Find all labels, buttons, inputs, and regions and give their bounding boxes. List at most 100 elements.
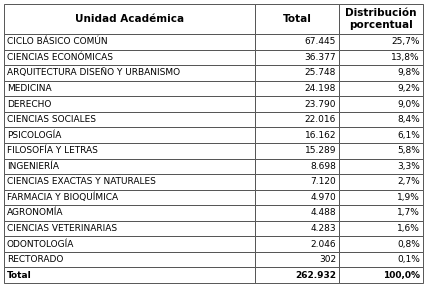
Bar [255, 143, 338, 158]
Bar [4, 96, 255, 112]
Text: Total: Total [282, 14, 311, 24]
Bar [338, 34, 422, 50]
Bar [338, 112, 422, 127]
Bar [255, 4, 338, 34]
Text: 8.698: 8.698 [310, 162, 335, 171]
Text: 22.016: 22.016 [304, 115, 335, 124]
Text: 8,4%: 8,4% [396, 115, 419, 124]
Text: 16.162: 16.162 [304, 131, 335, 140]
Text: 0,8%: 0,8% [396, 240, 419, 249]
Bar [338, 50, 422, 65]
Bar [4, 112, 255, 127]
Text: Unidad Académica: Unidad Académica [75, 14, 184, 24]
Text: CIENCIAS ECONÓMICAS: CIENCIAS ECONÓMICAS [7, 53, 113, 62]
Bar [338, 81, 422, 96]
Bar [4, 174, 255, 190]
Text: 9,8%: 9,8% [396, 68, 419, 77]
Text: 1,7%: 1,7% [396, 208, 419, 218]
Bar [4, 127, 255, 143]
Bar [338, 190, 422, 205]
Text: 1,9%: 1,9% [396, 193, 419, 202]
Bar [255, 252, 338, 267]
Text: PSICOLOGÍA: PSICOLOGÍA [7, 131, 61, 140]
Bar [255, 96, 338, 112]
Text: 25.748: 25.748 [304, 68, 335, 77]
Bar [338, 267, 422, 283]
Bar [255, 81, 338, 96]
Text: FARMACIA Y BIOQUÍMICA: FARMACIA Y BIOQUÍMICA [7, 193, 118, 202]
Bar [255, 112, 338, 127]
Text: Distribución
porcentual: Distribución porcentual [345, 8, 416, 30]
Bar [338, 158, 422, 174]
Text: 3,3%: 3,3% [396, 162, 419, 171]
Bar [4, 158, 255, 174]
Bar [338, 127, 422, 143]
Text: 302: 302 [318, 255, 335, 264]
Bar [338, 4, 422, 34]
Bar [255, 221, 338, 236]
Text: 9,0%: 9,0% [396, 100, 419, 108]
Text: 67.445: 67.445 [304, 37, 335, 46]
Bar [338, 252, 422, 267]
Bar [4, 236, 255, 252]
Bar [255, 236, 338, 252]
Text: ODONTOLOGÍA: ODONTOLOGÍA [7, 240, 74, 249]
Text: 0,1%: 0,1% [396, 255, 419, 264]
Text: 13,8%: 13,8% [391, 53, 419, 62]
Text: RECTORADO: RECTORADO [7, 255, 63, 264]
Text: 23.790: 23.790 [304, 100, 335, 108]
Bar [4, 252, 255, 267]
Text: CIENCIAS EXACTAS Y NATURALES: CIENCIAS EXACTAS Y NATURALES [7, 177, 155, 186]
Bar [338, 96, 422, 112]
Text: 36.377: 36.377 [304, 53, 335, 62]
Bar [255, 205, 338, 221]
Bar [4, 143, 255, 158]
Text: 2,7%: 2,7% [396, 177, 419, 186]
Bar [338, 236, 422, 252]
Text: Total: Total [7, 271, 32, 280]
Bar [4, 4, 255, 34]
Text: 2.046: 2.046 [310, 240, 335, 249]
Bar [4, 81, 255, 96]
Text: 4.283: 4.283 [310, 224, 335, 233]
Bar [255, 50, 338, 65]
Text: CIENCIAS SOCIALES: CIENCIAS SOCIALES [7, 115, 96, 124]
Bar [338, 205, 422, 221]
Bar [338, 174, 422, 190]
Bar [4, 50, 255, 65]
Bar [4, 267, 255, 283]
Bar [255, 127, 338, 143]
Bar [4, 34, 255, 50]
Text: 5,8%: 5,8% [396, 146, 419, 155]
Bar [255, 34, 338, 50]
Bar [255, 65, 338, 81]
Bar [255, 190, 338, 205]
Text: CIENCIAS VETERINARIAS: CIENCIAS VETERINARIAS [7, 224, 117, 233]
Bar [4, 190, 255, 205]
Bar [338, 143, 422, 158]
Bar [338, 65, 422, 81]
Bar [4, 205, 255, 221]
Text: 4.488: 4.488 [310, 208, 335, 218]
Text: 100,0%: 100,0% [382, 271, 419, 280]
Text: 1,6%: 1,6% [396, 224, 419, 233]
Text: 7.120: 7.120 [310, 177, 335, 186]
Text: DERECHO: DERECHO [7, 100, 51, 108]
Text: INGENIERÍA: INGENIERÍA [7, 162, 59, 171]
Text: 4.970: 4.970 [310, 193, 335, 202]
Text: 9,2%: 9,2% [396, 84, 419, 93]
Text: MEDICINA: MEDICINA [7, 84, 52, 93]
Text: AGRONOMÍA: AGRONOMÍA [7, 208, 63, 218]
Text: 24.198: 24.198 [304, 84, 335, 93]
Bar [255, 174, 338, 190]
Text: 25,7%: 25,7% [391, 37, 419, 46]
Text: FILOSOFÍA Y LETRAS: FILOSOFÍA Y LETRAS [7, 146, 98, 155]
Text: ARQUITECTURA DISEÑO Y URBANISMO: ARQUITECTURA DISEÑO Y URBANISMO [7, 68, 180, 77]
Text: 15.289: 15.289 [304, 146, 335, 155]
Text: 6,1%: 6,1% [396, 131, 419, 140]
Bar [338, 221, 422, 236]
Bar [255, 267, 338, 283]
Bar [4, 221, 255, 236]
Text: 262.932: 262.932 [294, 271, 335, 280]
Bar [4, 65, 255, 81]
